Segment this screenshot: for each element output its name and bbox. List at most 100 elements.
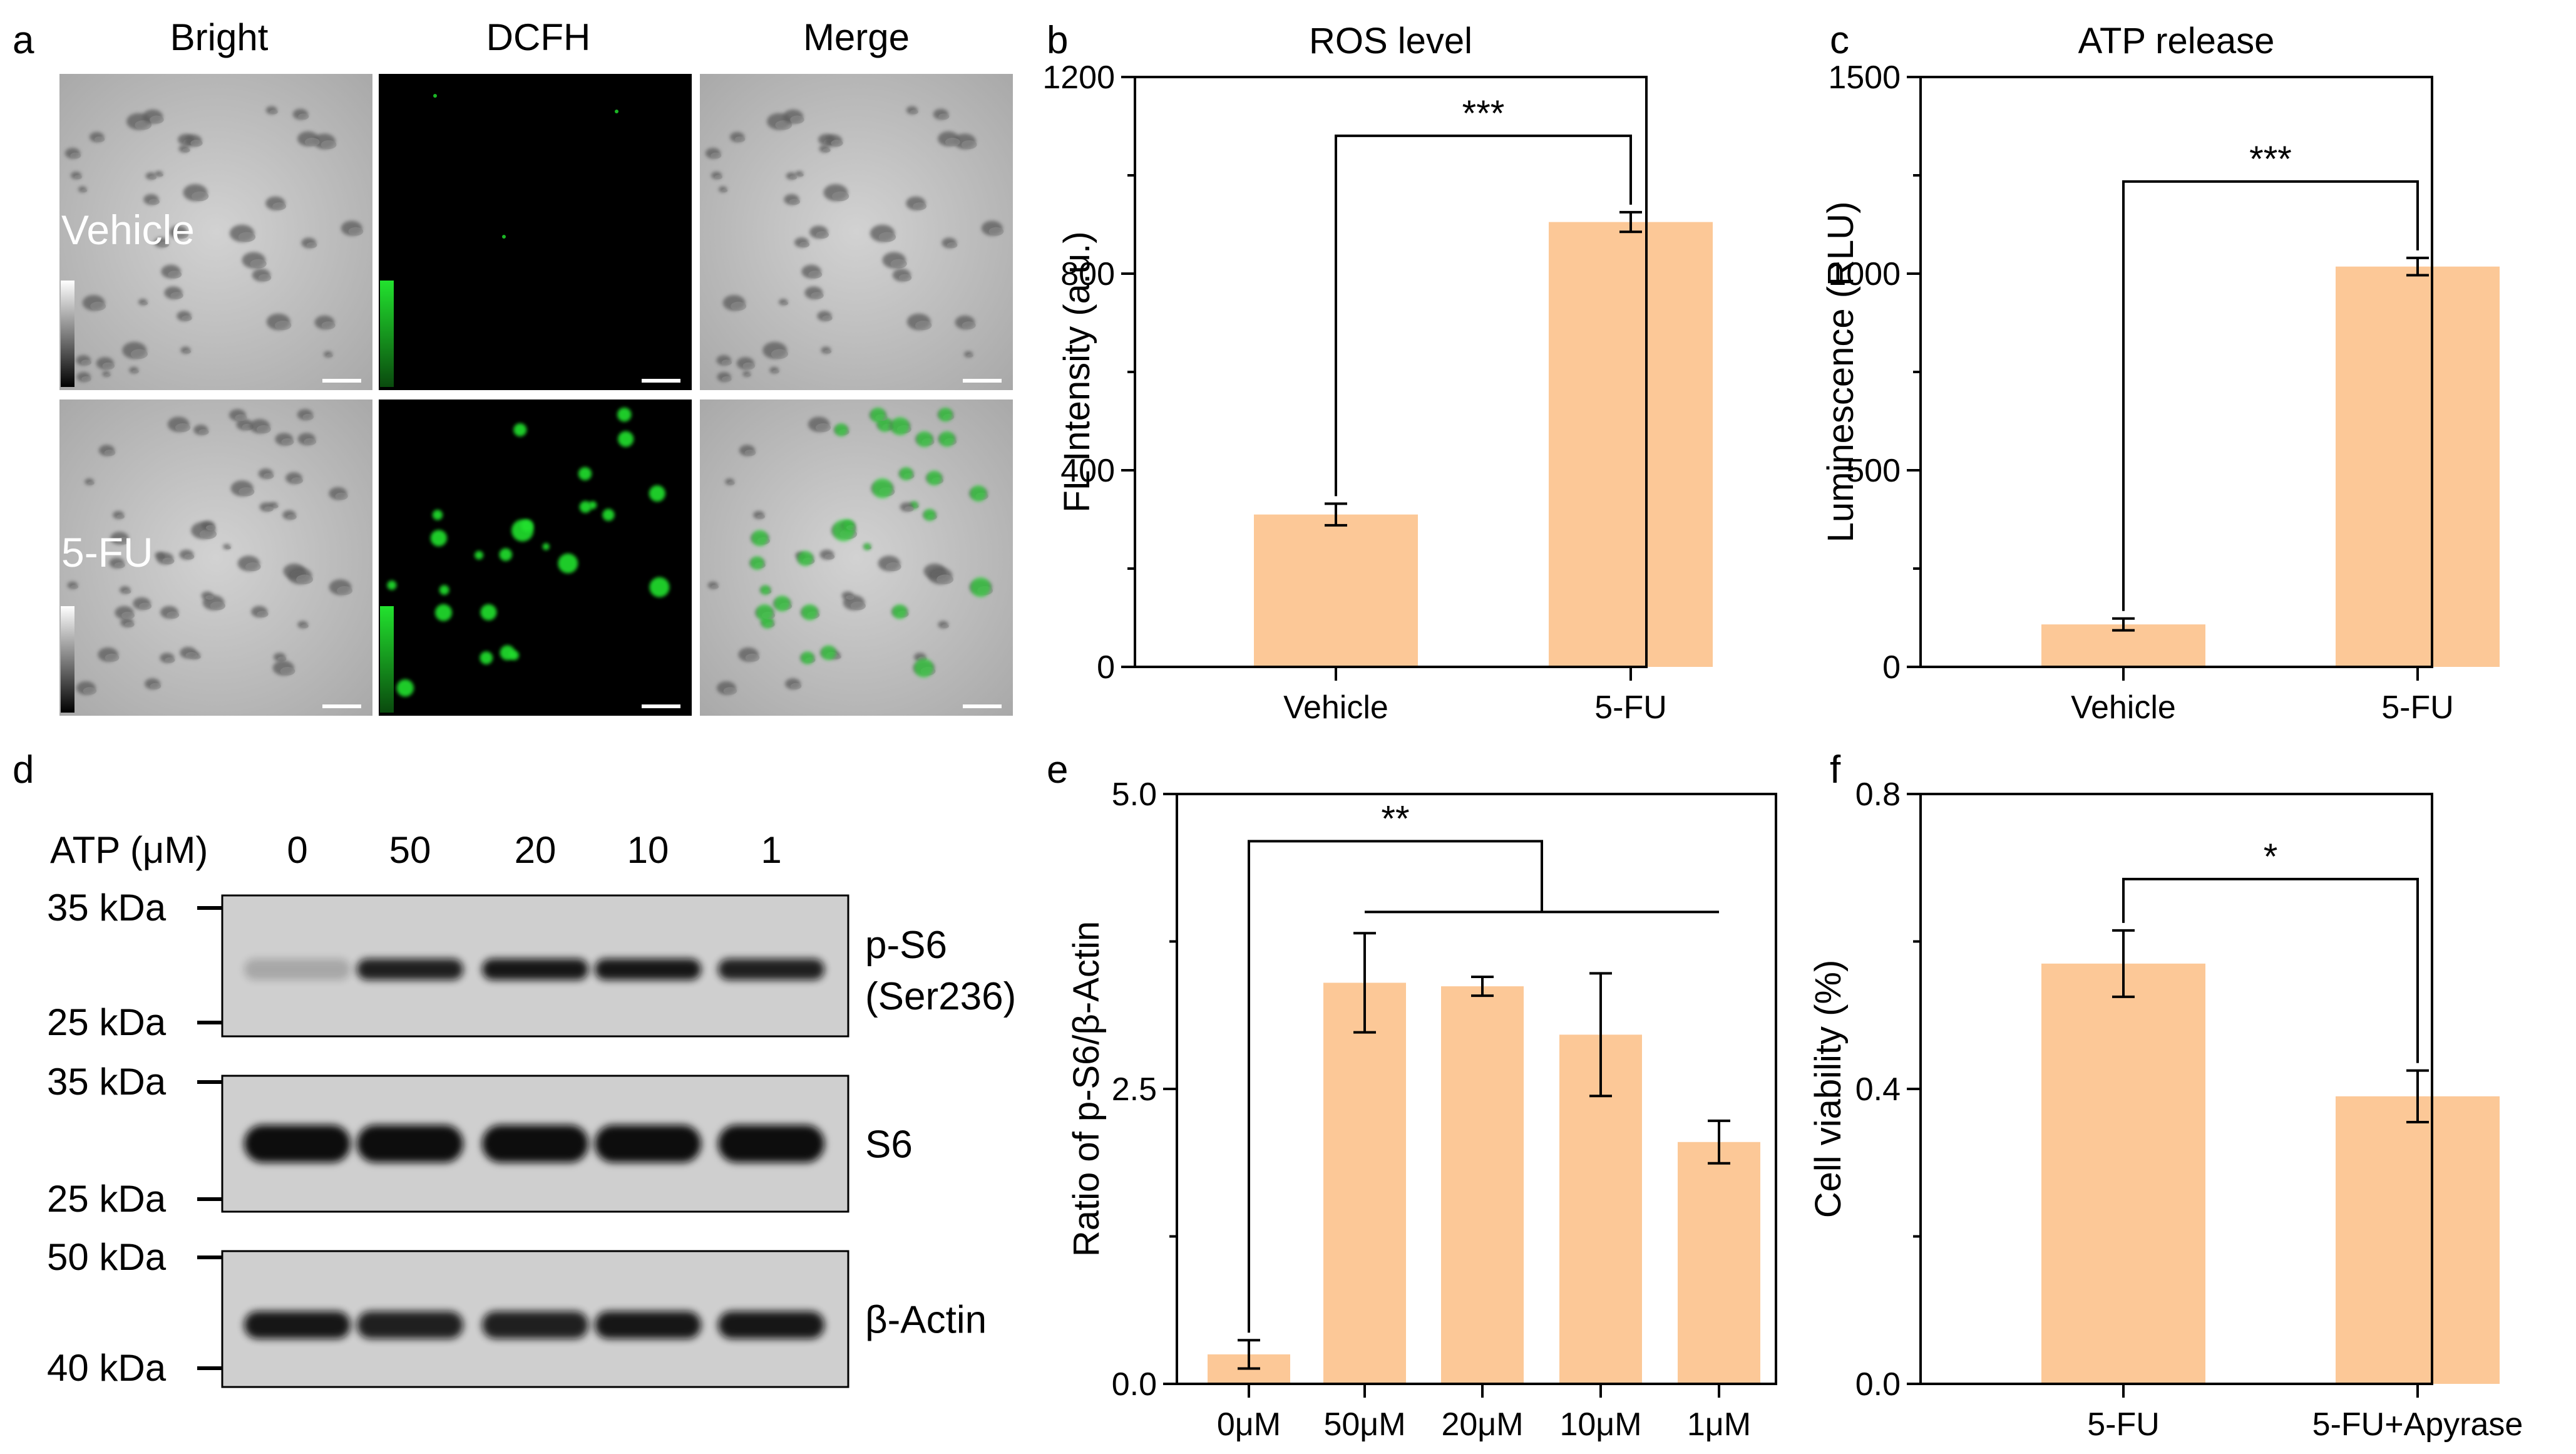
cell-shape [721, 359, 732, 366]
cell-shape [256, 425, 271, 434]
cell-shape [167, 611, 180, 619]
fluorescent-cell [434, 604, 453, 621]
cell-shape [745, 653, 760, 662]
colorbar [380, 606, 394, 713]
mw-marker-bottom: 25 kDa [47, 1001, 167, 1043]
atp-values: 0 50 20 10 1 [287, 829, 781, 871]
mw-marker-bottom: 25 kDa [47, 1178, 167, 1220]
fluorescent-cell [513, 423, 527, 436]
blot-band [482, 1125, 588, 1163]
scale-bar [322, 704, 361, 708]
x-tick-label: 5-FU [1594, 689, 1667, 726]
y-tick-label: 0 [1097, 649, 1115, 686]
significance-label: ** [1381, 798, 1409, 839]
fluorescent-cell [649, 577, 670, 597]
colorbar [61, 281, 74, 387]
fluorescent-cell [760, 585, 771, 596]
significance-bracket [1248, 840, 1543, 1333]
cell-shape [263, 473, 274, 479]
fluorescent-cell [970, 485, 987, 502]
cell-shape [808, 271, 823, 279]
micrograph-tile [59, 400, 372, 716]
blot-label: β-Actin [865, 1299, 987, 1342]
cell-shape [846, 595, 854, 600]
fluorescent-cell [617, 407, 632, 422]
fluorescent-cell [475, 550, 484, 560]
bar [2041, 963, 2205, 1384]
y-tick-label: 0.4 [1855, 1071, 1901, 1108]
blot-3: 50 kDa 40 kDa β-Actin [47, 1236, 987, 1389]
fluorescent-cell [834, 423, 848, 436]
cell-shape [942, 624, 949, 629]
y-tick-label: 0.0 [1112, 1366, 1157, 1403]
fluorescence-background [379, 400, 692, 716]
fluorescent-cell [649, 485, 665, 502]
significance-label: * [2264, 837, 2278, 877]
x-tick-label: 20μM [1441, 1406, 1523, 1443]
fluorescent-cell [798, 550, 813, 567]
cell-shape [302, 413, 314, 420]
cell-shape [148, 199, 160, 205]
cell-shape [816, 231, 829, 239]
fluorescent-cell [774, 596, 791, 612]
x-tick-label: 5-FU [2381, 689, 2454, 726]
cell-shape [321, 140, 337, 150]
significance-bracket [2122, 877, 2419, 1063]
cell-shape [258, 274, 272, 282]
chart-title: ROS level [1309, 21, 1472, 61]
cell-shape [938, 113, 950, 120]
significance-bracket [2122, 180, 2419, 611]
col-header-merge: Merge [803, 16, 910, 58]
cell-shape [722, 376, 732, 382]
fluorescent-cell [914, 658, 934, 678]
cell-shape [205, 595, 214, 600]
cell-shape [936, 574, 954, 584]
cell-shape [335, 492, 348, 500]
col-header-bright: Bright [170, 16, 269, 58]
chart-panel-c: c ATP release 0 500 1000 1500 Vehicle 5-FU Lumin… [1820, 19, 2500, 726]
cell-shape [910, 110, 918, 115]
brightfield-background [59, 74, 372, 390]
western-blots: 35 kDa 25 kDa p-S6 (Ser236) 35 kDa 25 kDa S6 50… [47, 887, 1016, 1389]
blot-label: S6 [865, 1123, 913, 1167]
bar [1323, 982, 1406, 1384]
atp-value: 50 [389, 829, 431, 871]
cell-shape [789, 175, 798, 180]
cell-shape [711, 584, 719, 589]
fluorescent-cell [521, 519, 534, 532]
cell-shape [272, 504, 279, 508]
cell-shape [321, 321, 336, 329]
fluorescent-cell [430, 530, 447, 547]
cell-shape [744, 449, 756, 456]
fluorescent-cell [578, 467, 592, 481]
cell-shape [170, 292, 183, 299]
cell-shape [81, 188, 88, 193]
fluorescent-cell [891, 416, 910, 436]
mw-marker-top: 50 kDa [47, 1236, 167, 1278]
y-tick-label: 2.5 [1112, 1071, 1157, 1108]
cell-shape [947, 242, 958, 249]
cell-shape [287, 514, 297, 520]
cell-shape [790, 115, 804, 124]
fluorescent-cell [872, 478, 893, 499]
cell-shape [745, 373, 751, 377]
cell-shape [141, 301, 148, 306]
cell-shape [799, 241, 810, 248]
atp-value: 20 [515, 829, 557, 871]
y-axis-label: Luminescence (RLU) [1820, 202, 1861, 543]
y-tick-label: 0.0 [1855, 1366, 1901, 1403]
cell-shape [239, 487, 255, 497]
fluorescent-cell [618, 431, 634, 447]
cell-shape [711, 152, 722, 159]
y-axis-label: Ratio of p-S6/β-Actin [1066, 921, 1107, 1257]
cell-shape [714, 175, 722, 180]
cell-shape [150, 115, 164, 124]
cell-shape [175, 231, 189, 239]
mw-marker-top: 35 kDa [47, 887, 167, 929]
cell-shape [210, 601, 225, 611]
scale-bar [963, 379, 1002, 383]
y-tick-label: 500 [1846, 453, 1901, 489]
fluorescent-cell [480, 604, 497, 621]
cell-shape [815, 423, 831, 432]
